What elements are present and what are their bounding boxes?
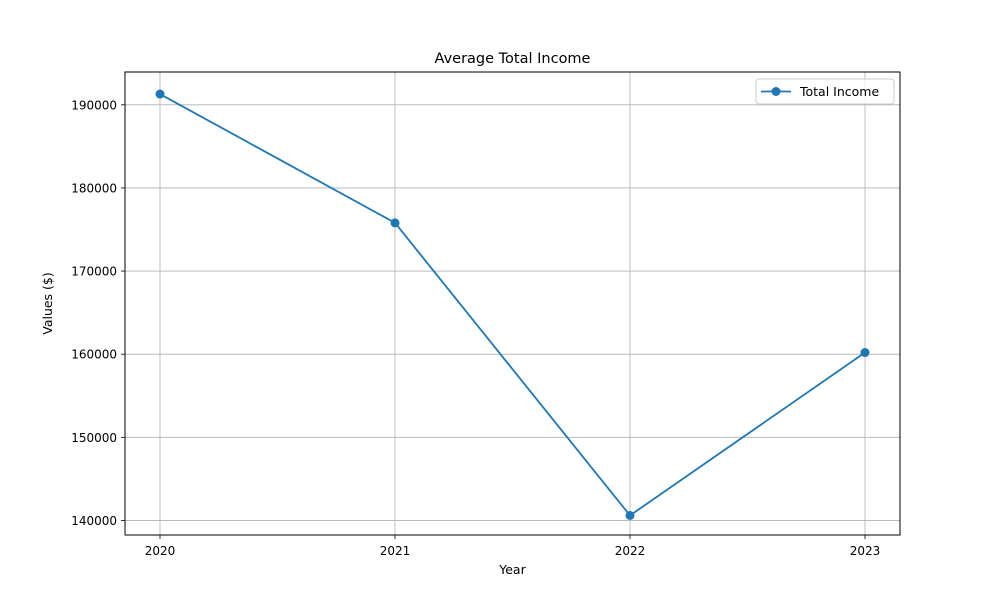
x-tick-label: 2023 xyxy=(850,544,881,558)
data-point xyxy=(390,218,400,228)
x-tick-label: 2021 xyxy=(380,544,411,558)
x-tick-label: 2022 xyxy=(615,544,646,558)
data-point xyxy=(155,89,165,99)
series-line xyxy=(159,93,866,517)
y-tick-label: 140000 xyxy=(71,514,117,528)
grid xyxy=(125,72,900,535)
series-layer xyxy=(155,89,870,520)
y-tick-label: 190000 xyxy=(71,98,117,112)
plot-frame xyxy=(124,71,901,536)
y-tick-label: 170000 xyxy=(71,265,117,279)
legend-label: Total Income xyxy=(799,84,879,99)
legend: Total Income xyxy=(755,78,895,105)
x-axis: 2020 2021 2022 2023 xyxy=(145,535,881,558)
data-point xyxy=(625,510,635,520)
data-point xyxy=(860,348,870,358)
x-tick-label: 2020 xyxy=(145,544,176,558)
x-axis-label: Year xyxy=(498,562,526,577)
legend-marker-icon xyxy=(771,87,781,96)
y-tick-label: 180000 xyxy=(71,181,117,195)
y-axis-label: Values ($) xyxy=(40,272,55,335)
legend-box xyxy=(755,78,895,105)
y-tick-label: 150000 xyxy=(71,431,117,445)
y-axis: 140000 150000 160000 170000 180000 190000 xyxy=(71,98,125,528)
y-tick-label: 160000 xyxy=(71,348,117,362)
chart-title: Average Total Income xyxy=(435,51,591,67)
